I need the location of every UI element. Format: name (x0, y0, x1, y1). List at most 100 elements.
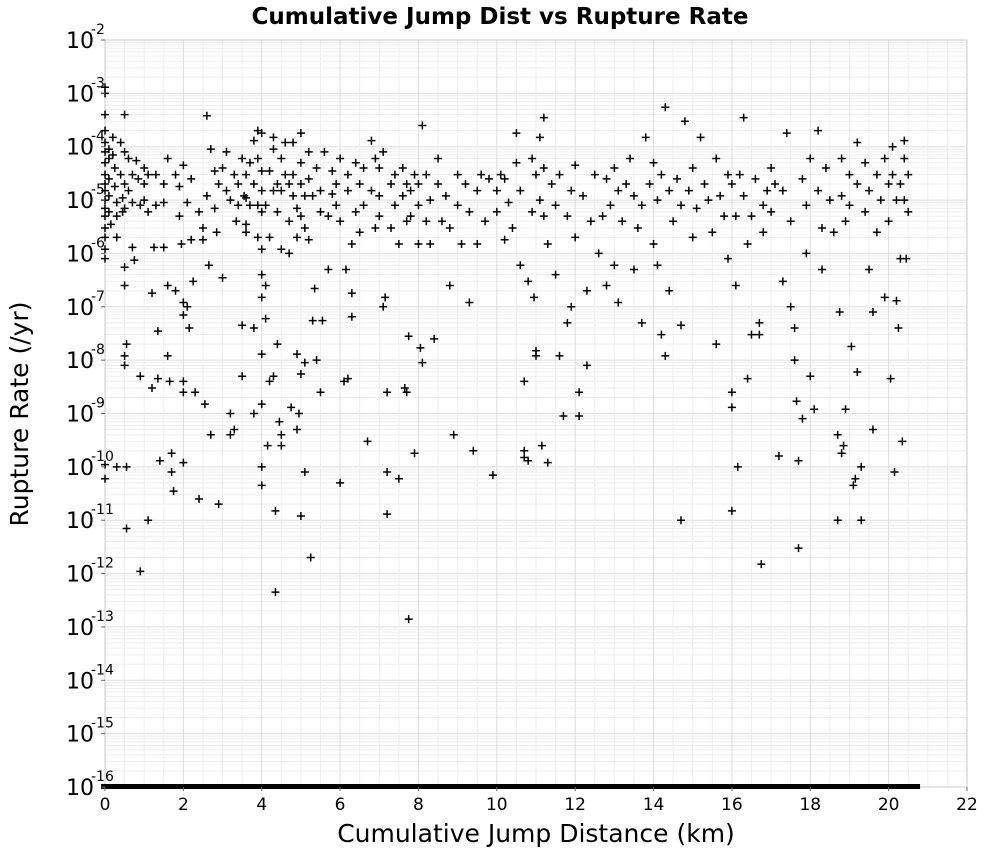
data-point (269, 186, 278, 195)
data-point (273, 340, 282, 349)
data-point (602, 281, 611, 290)
data-point (261, 314, 270, 323)
data-point (406, 212, 415, 221)
data-point (629, 265, 638, 274)
data-point (551, 201, 560, 210)
data-point (104, 207, 113, 216)
data-point (347, 289, 356, 298)
baseline-markers (101, 784, 921, 789)
data-point (343, 374, 352, 383)
y-tick-label-exponent: -12 (91, 556, 114, 572)
data-point (347, 312, 356, 321)
data-point (904, 207, 913, 216)
data-point (414, 201, 423, 210)
data-point (802, 249, 811, 258)
data-point (296, 212, 305, 221)
data-point (792, 397, 801, 406)
data-point (249, 180, 258, 189)
data-point (723, 170, 732, 179)
data-point (253, 201, 262, 210)
data-point (257, 462, 266, 471)
data-point (559, 411, 568, 420)
data-point (110, 182, 119, 191)
data-point (112, 233, 121, 242)
data-point (383, 388, 392, 397)
data-point (473, 240, 482, 249)
data-point (434, 180, 443, 189)
data-point (755, 330, 764, 339)
data-point (516, 261, 525, 270)
data-point (249, 409, 258, 418)
data-point (767, 163, 776, 172)
data-point (814, 186, 823, 195)
data-point (898, 437, 907, 446)
data-point (296, 180, 305, 189)
data-point (571, 233, 580, 242)
data-point (818, 265, 827, 274)
data-point (567, 186, 576, 195)
data-point (884, 217, 893, 226)
data-point (148, 384, 157, 393)
y-tick-label-exponent: -11 (91, 502, 114, 518)
data-point (242, 170, 251, 179)
data-point (778, 277, 787, 286)
y-tick-label-exponent: -3 (91, 75, 105, 91)
data-point (101, 170, 109, 179)
data-point (332, 201, 341, 210)
data-point (410, 170, 419, 179)
data-point (318, 316, 327, 325)
data-point (610, 163, 619, 172)
data-point (265, 233, 274, 242)
data-point (292, 233, 301, 242)
data-point (312, 163, 321, 172)
data-point (516, 186, 525, 195)
data-point (528, 154, 537, 163)
data-point (743, 240, 752, 249)
data-point (120, 263, 129, 272)
data-point (187, 235, 196, 244)
data-point (445, 281, 454, 290)
data-point (242, 193, 251, 202)
data-point (120, 180, 129, 189)
data-point (300, 223, 309, 232)
y-tick-label-exponent: -9 (91, 396, 105, 412)
data-point (900, 136, 909, 145)
data-point (108, 133, 117, 142)
data-point (128, 170, 137, 179)
data-point (853, 180, 862, 189)
data-point (101, 186, 109, 195)
data-point (171, 286, 180, 295)
data-point (198, 223, 207, 232)
data-point (404, 332, 413, 341)
data-point (751, 174, 760, 183)
data-point (245, 201, 254, 210)
x-tick-label: 0 (100, 795, 111, 815)
data-point (512, 158, 521, 167)
data-point (351, 158, 360, 167)
data-point (296, 129, 305, 138)
data-point (271, 506, 280, 515)
data-point (253, 233, 262, 242)
data-point (230, 170, 239, 179)
data-point (551, 270, 560, 279)
data-point (841, 405, 850, 414)
data-point (242, 220, 251, 229)
data-point (575, 388, 584, 397)
data-point (179, 458, 188, 467)
data-point (422, 170, 431, 179)
data-point (825, 196, 834, 205)
data-point (336, 478, 345, 487)
data-point (124, 154, 133, 163)
data-point (328, 167, 337, 176)
data-point (175, 212, 184, 221)
data-point (265, 377, 274, 386)
data-point (904, 170, 913, 179)
y-tick-label-base: 10 (66, 189, 94, 214)
data-point (622, 180, 631, 189)
data-point (179, 311, 188, 320)
data-point (837, 449, 846, 458)
data-point (206, 430, 215, 439)
data-point (296, 511, 305, 520)
y-tick-label-exponent: -6 (91, 235, 105, 251)
data-point (708, 228, 717, 237)
